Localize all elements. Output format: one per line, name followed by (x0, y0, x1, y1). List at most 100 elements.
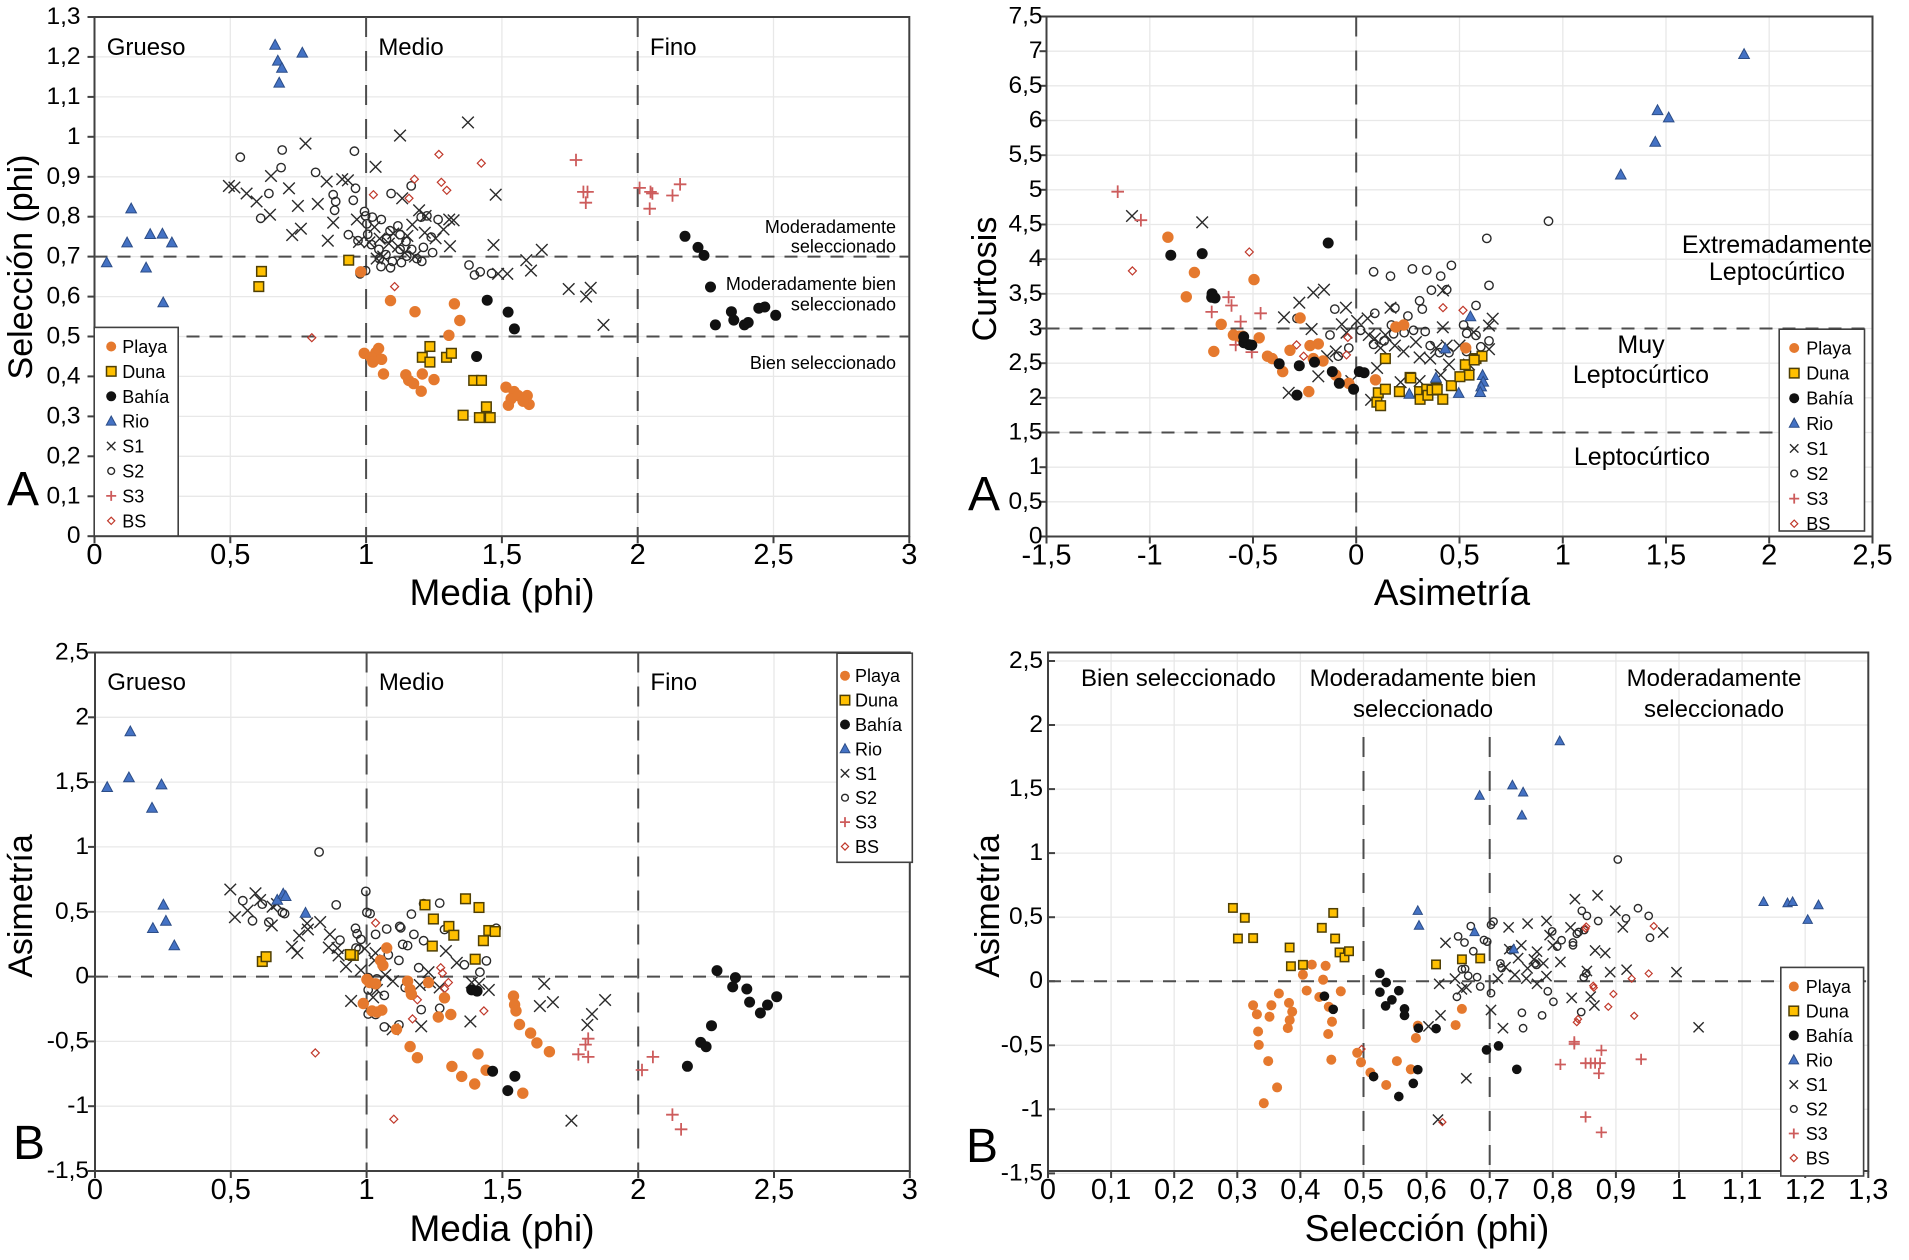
svg-text:Moderadamente bien: Moderadamente bien (1310, 665, 1537, 692)
svg-text:0,5: 0,5 (1008, 488, 1042, 515)
svg-text:BS: BS (1806, 514, 1830, 534)
svg-text:1: 1 (75, 833, 89, 860)
svg-text:0: 0 (1029, 967, 1043, 994)
svg-text:1,2: 1,2 (1785, 1174, 1825, 1206)
svg-text:0,3: 0,3 (46, 402, 80, 429)
svg-text:1: 1 (67, 123, 81, 150)
svg-text:Media (phi): Media (phi) (409, 572, 594, 613)
svg-text:4: 4 (1029, 245, 1043, 272)
svg-text:-1,5: -1,5 (1001, 1159, 1043, 1186)
svg-text:2,5: 2,5 (1008, 349, 1042, 376)
svg-text:1,2: 1,2 (46, 43, 80, 70)
svg-text:Rio: Rio (122, 412, 149, 432)
svg-text:2,5: 2,5 (753, 539, 793, 571)
svg-text:2,5: 2,5 (55, 639, 89, 666)
svg-text:Bahía: Bahía (855, 715, 903, 735)
svg-text:Curtosis: Curtosis (966, 217, 1004, 342)
svg-text:1,3: 1,3 (46, 3, 80, 30)
svg-text:Medio: Medio (378, 34, 443, 61)
svg-text:seleccionado: seleccionado (791, 295, 896, 315)
svg-text:Selección (phi): Selección (phi) (1305, 1208, 1550, 1249)
svg-text:S2: S2 (1806, 1100, 1828, 1120)
svg-text:0,5: 0,5 (1009, 903, 1043, 930)
svg-text:5: 5 (1029, 176, 1043, 203)
svg-text:Fino: Fino (650, 669, 697, 696)
svg-text:Rio: Rio (1806, 1051, 1833, 1071)
svg-text:6: 6 (1029, 107, 1043, 134)
svg-text:BS: BS (855, 837, 879, 857)
svg-text:S3: S3 (1806, 489, 1828, 509)
svg-text:1: 1 (1671, 1174, 1687, 1206)
svg-text:S2: S2 (1806, 464, 1828, 484)
svg-text:Bahía: Bahía (1806, 389, 1854, 409)
svg-text:Playa: Playa (122, 337, 168, 357)
svg-text:0,9: 0,9 (46, 163, 80, 190)
svg-text:2: 2 (75, 703, 89, 730)
svg-text:6,5: 6,5 (1008, 72, 1042, 99)
svg-text:0,5: 0,5 (1343, 1174, 1383, 1206)
svg-text:Bahía: Bahía (122, 387, 170, 407)
svg-text:1,5: 1,5 (1646, 540, 1686, 572)
svg-text:0,5: 0,5 (210, 539, 250, 571)
svg-text:S3: S3 (855, 813, 877, 833)
svg-text:0,5: 0,5 (55, 898, 89, 925)
svg-text:Leptocúrtico: Leptocúrtico (1574, 443, 1710, 471)
svg-text:7: 7 (1029, 37, 1043, 64)
svg-text:Moderadamente: Moderadamente (765, 217, 896, 237)
svg-text:Grueso: Grueso (107, 669, 186, 696)
svg-text:Fino: Fino (650, 34, 697, 61)
svg-text:1,3: 1,3 (1848, 1174, 1888, 1206)
svg-text:S3: S3 (1806, 1124, 1828, 1144)
svg-text:0,8: 0,8 (1533, 1174, 1573, 1206)
svg-text:Extremadamente: Extremadamente (1682, 231, 1872, 259)
svg-text:2: 2 (1029, 384, 1043, 411)
svg-text:Asimetría: Asimetría (1374, 572, 1531, 613)
svg-text:0,5: 0,5 (46, 323, 80, 350)
svg-text:Duna: Duna (1806, 364, 1850, 384)
svg-text:-1,5: -1,5 (1022, 540, 1072, 572)
svg-text:Rio: Rio (855, 739, 882, 759)
svg-text:2: 2 (1029, 711, 1043, 738)
svg-text:A: A (7, 463, 39, 516)
svg-text:2,5: 2,5 (1009, 647, 1043, 674)
svg-text:1,5: 1,5 (1008, 419, 1042, 446)
svg-text:A: A (968, 468, 1000, 521)
svg-text:S2: S2 (855, 788, 877, 808)
svg-text:-1: -1 (1137, 540, 1163, 572)
svg-text:Playa: Playa (855, 666, 901, 686)
svg-text:1: 1 (1029, 453, 1043, 480)
svg-text:1,5: 1,5 (482, 539, 522, 571)
svg-text:0,8: 0,8 (46, 203, 80, 230)
svg-text:Grueso: Grueso (107, 34, 186, 61)
svg-text:Moderadamente bien: Moderadamente bien (726, 274, 896, 294)
svg-text:2,5: 2,5 (754, 1174, 794, 1206)
svg-text:Asimetría: Asimetría (2, 834, 40, 978)
svg-text:0,7: 0,7 (46, 243, 80, 270)
svg-text:0: 0 (75, 963, 89, 990)
svg-text:BS: BS (1806, 1149, 1830, 1169)
svg-text:S1: S1 (855, 764, 877, 784)
svg-text:seleccionado: seleccionado (1353, 696, 1493, 723)
svg-text:Bien seleccionado: Bien seleccionado (750, 353, 896, 373)
svg-text:-1,5: -1,5 (47, 1157, 89, 1184)
svg-text:Rio: Rio (1806, 414, 1833, 434)
svg-text:0,4: 0,4 (46, 362, 80, 389)
svg-text:3: 3 (902, 1174, 918, 1206)
svg-text:1: 1 (359, 1174, 375, 1206)
svg-text:0,1: 0,1 (1091, 1174, 1131, 1206)
svg-text:0,6: 0,6 (1406, 1174, 1446, 1206)
svg-text:1: 1 (358, 539, 374, 571)
svg-text:0,2: 0,2 (46, 442, 80, 469)
svg-text:seleccionado: seleccionado (1644, 696, 1784, 723)
svg-text:0,9: 0,9 (1596, 1174, 1636, 1206)
svg-text:0: 0 (1029, 523, 1043, 550)
svg-text:0: 0 (67, 522, 81, 549)
svg-text:Bien seleccionado: Bien seleccionado (1081, 665, 1276, 692)
svg-text:0: 0 (87, 1174, 103, 1206)
svg-text:Duna: Duna (855, 691, 899, 711)
svg-text:Duna: Duna (1806, 1002, 1850, 1022)
svg-text:Leptocúrtico: Leptocúrtico (1709, 258, 1845, 286)
svg-text:0,1: 0,1 (46, 482, 80, 509)
svg-text:0,6: 0,6 (46, 283, 80, 310)
svg-text:2,5: 2,5 (1852, 540, 1892, 572)
